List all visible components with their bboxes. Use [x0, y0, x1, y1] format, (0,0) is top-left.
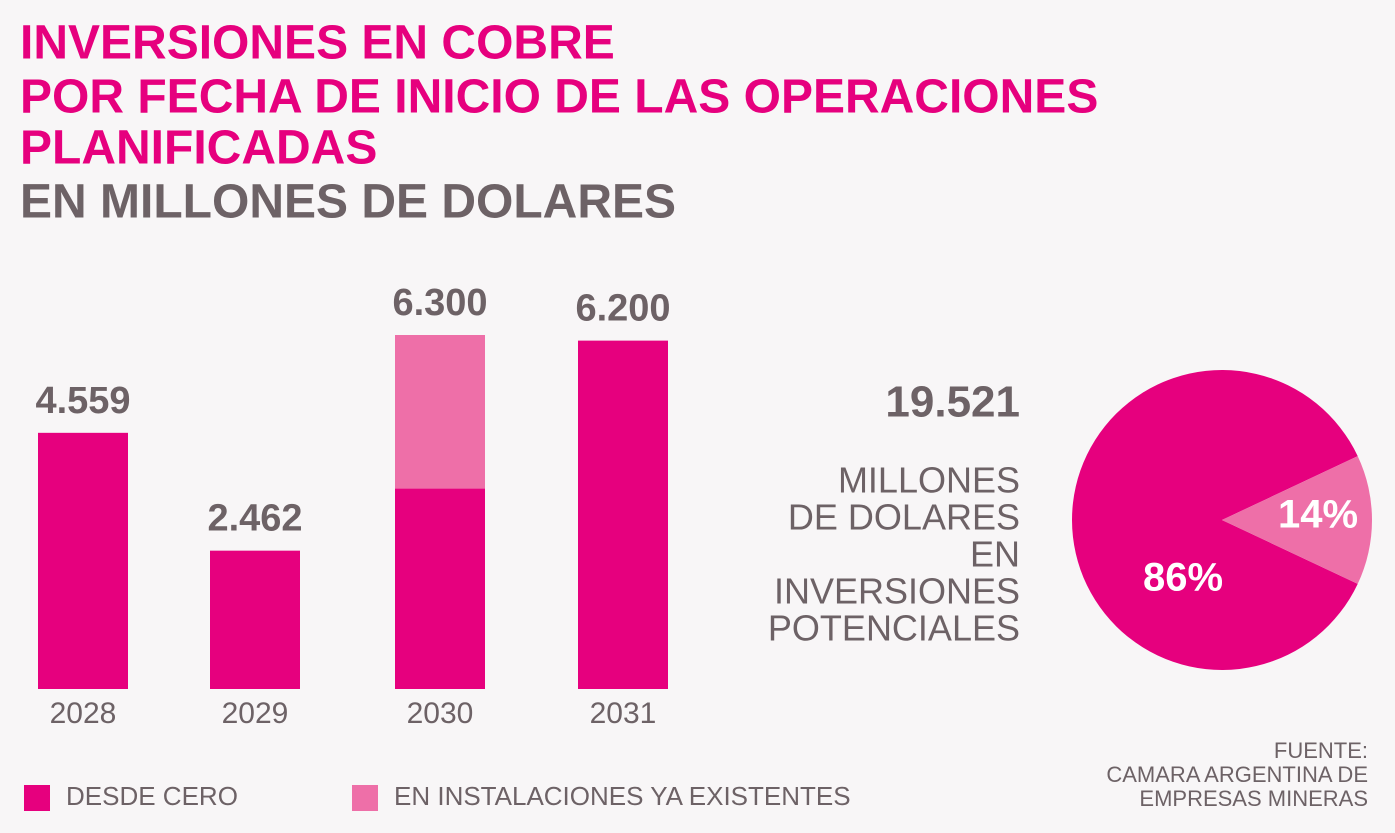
pie-caption: POTENCIALES	[768, 608, 1020, 649]
pie-caption: MILLONES	[838, 460, 1020, 501]
x-tick-label: 2029	[222, 697, 289, 730]
source-line: FUENTE:	[1274, 738, 1368, 763]
source-line: EMPRESAS MINERAS	[1139, 786, 1368, 811]
legend-label: EN INSTALACIONES YA EXISTENTES	[394, 781, 851, 811]
source-line: CAMARA ARGENTINA DE	[1106, 762, 1368, 787]
bar-segment	[38, 432, 128, 689]
pie-slice	[1222, 456, 1372, 584]
bar-total-label: 6.300	[392, 282, 487, 324]
bar-total-label: 6.200	[575, 288, 670, 330]
bar-segment	[210, 550, 300, 689]
pie-caption: EN	[970, 534, 1020, 575]
pie-slice	[1072, 369, 1358, 670]
x-tick-label: 2031	[590, 697, 657, 730]
title-line: PLANIFICADAS	[20, 122, 377, 175]
title-line: INVERSIONES EN COBRE	[20, 17, 615, 70]
bar-total-label: 2.462	[207, 498, 302, 540]
x-tick-label: 2028	[50, 697, 117, 730]
bar-segment	[578, 340, 668, 689]
pie-caption: INVERSIONES	[774, 571, 1020, 612]
bar-segment	[395, 335, 485, 489]
pie-total: 19.521	[885, 378, 1020, 427]
legend-label: DESDE CERO	[66, 781, 238, 811]
pie-label: 86%	[1143, 556, 1223, 600]
pie-label: 14%	[1278, 493, 1358, 537]
pie-caption: DE DOLARES	[788, 497, 1020, 538]
x-tick-label: 2030	[407, 697, 474, 730]
title-line: POR FECHA DE INICIO DE LAS OPERACIONES	[20, 71, 1098, 124]
bar-segment	[395, 488, 485, 689]
subtitle: EN MILLONES DE DOLARES	[20, 176, 676, 229]
legend-swatch	[352, 785, 378, 811]
legend-swatch	[24, 785, 50, 811]
bar-total-label: 4.559	[35, 380, 130, 422]
